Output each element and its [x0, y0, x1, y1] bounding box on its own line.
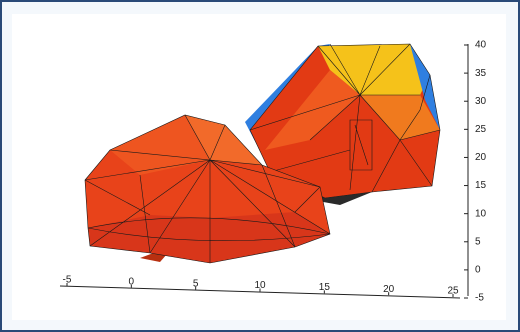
z-tick-label: 5 — [475, 236, 481, 247]
x-tick-label: -5 — [63, 275, 72, 286]
z-tick-label: 30 — [475, 96, 487, 107]
x-tick-label: 5 — [193, 278, 199, 289]
mesh-right — [245, 43, 441, 205]
x-tick-label: 0 — [129, 276, 135, 287]
z-tick-label: -5 — [475, 293, 484, 304]
z-tick-label: 0 — [475, 265, 481, 276]
x-tick-label: 15 — [319, 282, 331, 293]
z-tick-label: 10 — [475, 208, 487, 219]
z-tick-label: 15 — [475, 180, 487, 191]
z-tick-label: 20 — [475, 152, 487, 163]
mesh-left — [84, 114, 331, 264]
x-axis — [59, 285, 461, 299]
x-tick-label: 25 — [447, 286, 459, 297]
x-tick-label: 20 — [383, 284, 395, 295]
z-tick-label: 25 — [475, 124, 487, 135]
z-tick-label: 35 — [475, 68, 487, 79]
x-tick-label: 10 — [254, 280, 266, 291]
z-tick-label: 40 — [475, 40, 487, 51]
